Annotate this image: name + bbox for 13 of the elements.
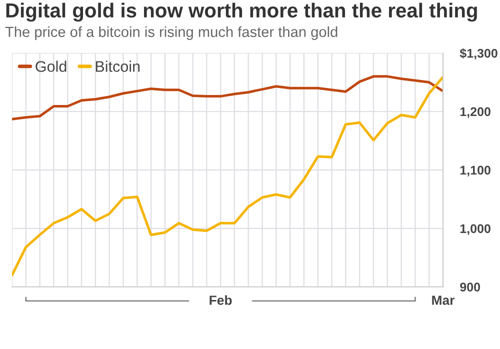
y-tick-label: 1,000	[460, 224, 490, 235]
line-series	[12, 76, 443, 276]
y-tick-label: $1,300	[460, 48, 498, 60]
chart-subtitle: The price of a bitcoin is rising much faster than gold	[5, 26, 338, 40]
x-tick-label: Feb	[210, 295, 232, 305]
y-tick-label: 1,200	[460, 107, 490, 118]
legend-label: Bitcoin	[96, 60, 140, 72]
legend-label: Gold	[36, 60, 66, 72]
chart-title: Digital gold is now worth more than the real thing	[6, 2, 477, 22]
y-tick-label: 900	[460, 282, 480, 292]
line-series	[12, 75, 443, 120]
y-tick-label: 1,100	[460, 166, 490, 176]
x-tick-label: Mar	[432, 296, 455, 305]
